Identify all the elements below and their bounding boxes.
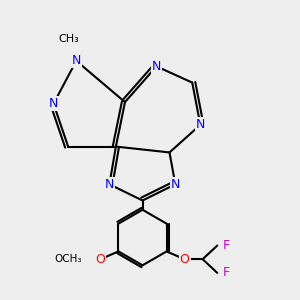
Text: F: F bbox=[223, 266, 230, 279]
Text: O: O bbox=[180, 253, 190, 266]
Text: O: O bbox=[95, 253, 105, 266]
Text: N: N bbox=[171, 178, 180, 191]
Text: F: F bbox=[223, 239, 230, 252]
Text: N: N bbox=[196, 118, 205, 131]
Text: CH₃: CH₃ bbox=[59, 34, 80, 44]
Text: N: N bbox=[152, 60, 161, 73]
Text: N: N bbox=[49, 97, 58, 110]
Text: N: N bbox=[72, 54, 81, 67]
Text: N: N bbox=[105, 178, 114, 191]
Text: OCH₃: OCH₃ bbox=[54, 254, 81, 264]
